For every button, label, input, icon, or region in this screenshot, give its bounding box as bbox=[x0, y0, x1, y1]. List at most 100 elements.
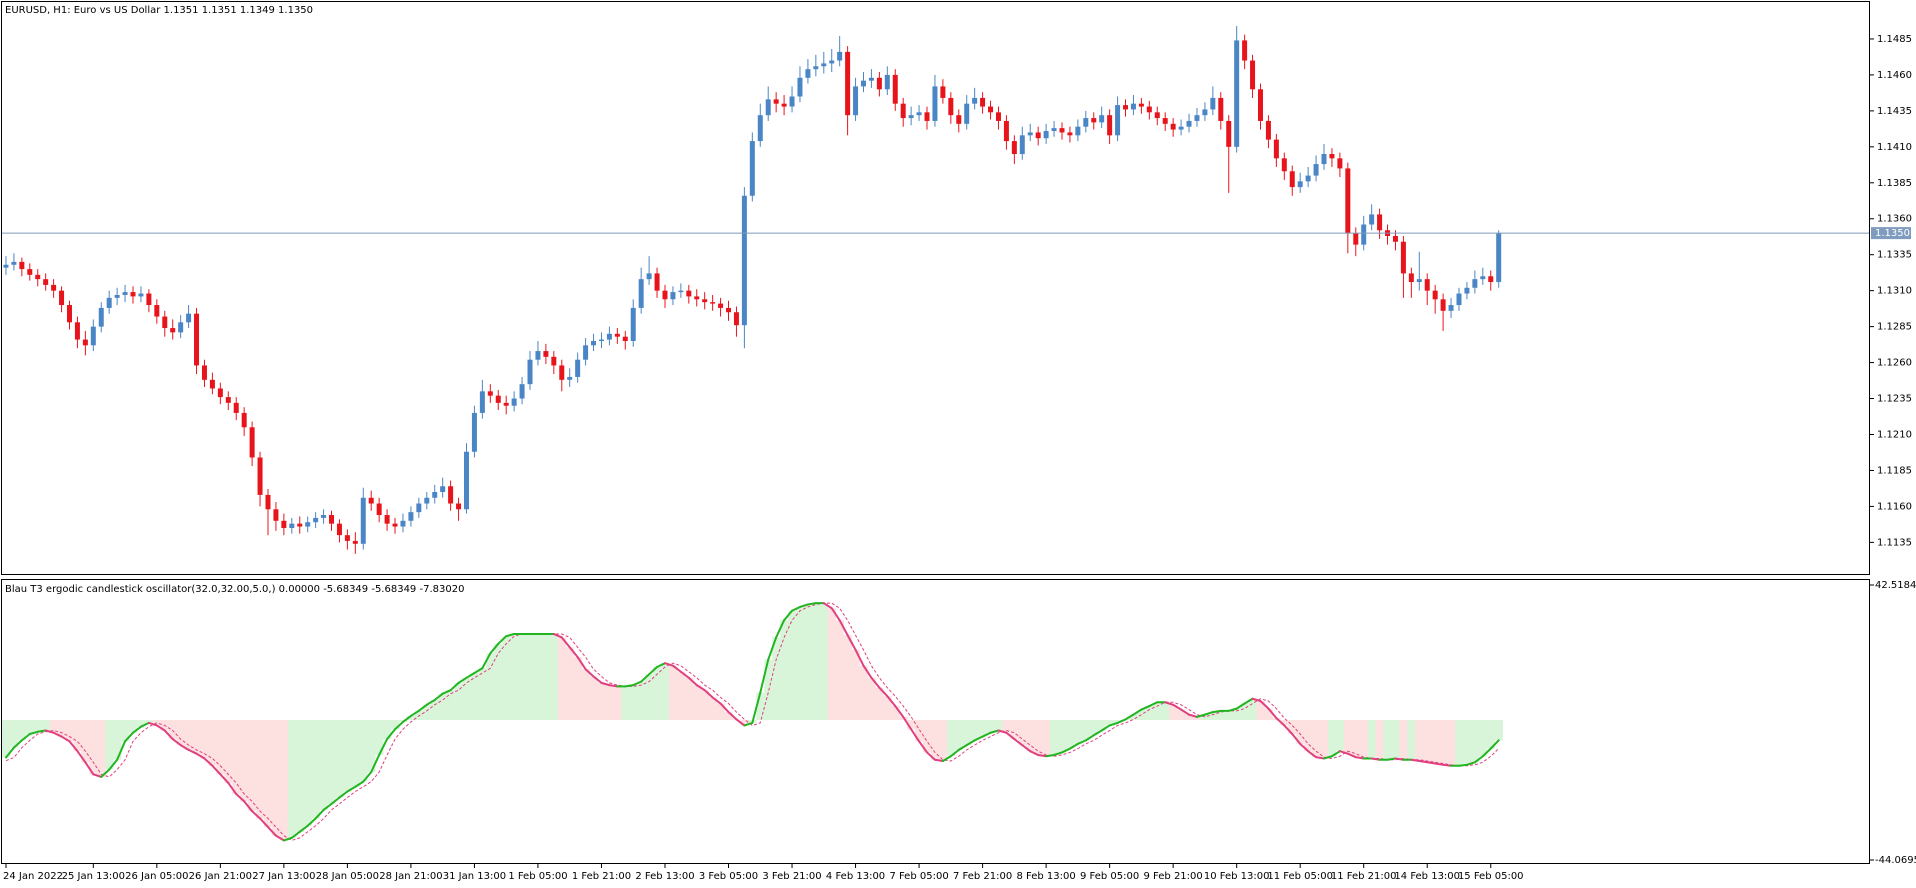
oscillator-fill-bar bbox=[1351, 720, 1361, 758]
candle-body bbox=[336, 523, 342, 536]
candle-body bbox=[1400, 241, 1406, 274]
main-line-segment bbox=[68, 740, 79, 753]
oscillator-fill-bar bbox=[1391, 720, 1400, 759]
oscillator-fill-bar bbox=[605, 685, 614, 721]
main-line-segment bbox=[1124, 713, 1135, 721]
candle-body bbox=[241, 412, 247, 428]
main-line-segment bbox=[1434, 762, 1445, 766]
main-line-segment bbox=[1283, 724, 1294, 736]
candle-body bbox=[479, 391, 485, 413]
oscillator-fill-bar bbox=[589, 676, 598, 721]
main-line-segment bbox=[259, 817, 269, 829]
candle-body bbox=[1297, 181, 1303, 188]
oscillator-fill-bar bbox=[264, 720, 273, 828]
oscillator-fill-bar bbox=[232, 720, 241, 795]
oscillator-fill-bar bbox=[1327, 720, 1337, 757]
oscillator-fill-bar bbox=[1224, 710, 1233, 721]
oscillator-fill-bar bbox=[1193, 716, 1202, 721]
main-line-segment bbox=[918, 740, 929, 754]
signal-line bbox=[5, 602, 1500, 841]
oscillator-fill-bar bbox=[1097, 720, 1106, 731]
oscillator-fill-bar bbox=[915, 720, 924, 742]
candle-body bbox=[606, 333, 612, 340]
candle-body bbox=[622, 336, 628, 341]
oscillator-fill-bar bbox=[740, 720, 749, 726]
candle-body bbox=[154, 305, 160, 317]
oscillator-fill-bar bbox=[1240, 703, 1249, 721]
candle-body bbox=[646, 273, 652, 280]
candle-body bbox=[487, 391, 493, 396]
oscillator-fill-bar bbox=[1447, 720, 1456, 766]
main-line-segment bbox=[409, 709, 420, 717]
candle-body bbox=[170, 328, 176, 333]
candle-body bbox=[1250, 60, 1256, 90]
oscillator-fill-bar bbox=[184, 720, 193, 750]
main-line-segment bbox=[1394, 757, 1405, 761]
oscillator-fill-bar bbox=[978, 720, 987, 737]
oscillator-fill-bar bbox=[303, 720, 312, 826]
oscillator-fill-bar bbox=[1208, 712, 1218, 721]
main-line-segment bbox=[266, 826, 277, 837]
candle-body bbox=[733, 312, 739, 326]
oscillator-fill-bar bbox=[970, 720, 979, 741]
y-tick-label: 1.1385 bbox=[1877, 178, 1912, 189]
oscillator-fill-bar bbox=[549, 633, 559, 721]
main-line-segment bbox=[1053, 751, 1063, 756]
candle-body bbox=[1051, 128, 1057, 132]
candle-body bbox=[368, 497, 374, 504]
main-line-segment bbox=[219, 773, 230, 784]
main-line-segment bbox=[1188, 713, 1198, 718]
candle-body bbox=[35, 274, 41, 280]
y-tick-label: 1.1485 bbox=[1877, 34, 1912, 45]
x-tick-label: 27 Jan 13:00 bbox=[252, 871, 315, 882]
candle-body bbox=[1130, 103, 1136, 110]
main-line-segment bbox=[20, 733, 31, 742]
main-line-segment bbox=[735, 718, 746, 727]
candle-body bbox=[408, 512, 414, 521]
main-line-segment bbox=[608, 684, 619, 688]
main-line-segment bbox=[830, 607, 841, 622]
main-line-segment bbox=[973, 735, 984, 742]
oscillator-fill-bar bbox=[1312, 720, 1321, 758]
oscillator-fill-bar bbox=[573, 657, 582, 721]
candle-body bbox=[535, 351, 541, 360]
oscillator-fill-bar bbox=[335, 720, 344, 798]
oscillator-fill-bar bbox=[1320, 720, 1329, 759]
main-line-segment bbox=[1235, 702, 1246, 710]
main-line-segment bbox=[171, 738, 182, 747]
oscillator-fill-bar bbox=[1367, 720, 1376, 759]
candle-body bbox=[400, 520, 406, 527]
oscillator-fill-bar bbox=[1288, 720, 1297, 735]
candle-body bbox=[114, 294, 120, 298]
candle-body bbox=[1408, 273, 1414, 283]
main-line-segment bbox=[1323, 755, 1333, 760]
candle-body bbox=[344, 535, 350, 541]
candle-body bbox=[249, 427, 255, 458]
main-line-segment bbox=[290, 830, 301, 839]
oscillator-fill-bar bbox=[438, 693, 447, 721]
oscillator-fill-bar bbox=[1113, 720, 1122, 723]
oscillator-fill-bar bbox=[1200, 714, 1210, 721]
candle-body bbox=[1194, 115, 1200, 121]
candle-body bbox=[1043, 131, 1049, 139]
candle-body bbox=[122, 292, 128, 295]
candle-body bbox=[1170, 123, 1176, 130]
candle-body bbox=[868, 77, 874, 81]
main-line-segment bbox=[274, 834, 285, 842]
candle-body bbox=[1456, 293, 1462, 306]
main-line-segment bbox=[370, 753, 381, 774]
candle-body bbox=[964, 103, 970, 124]
oscillator-fill-bar bbox=[9, 720, 19, 748]
candle-body bbox=[1234, 40, 1240, 147]
candle-body bbox=[932, 86, 938, 121]
candle-body bbox=[567, 376, 573, 380]
main-line-segment bbox=[362, 771, 373, 783]
x-tick-label: 26 Jan 21:00 bbox=[189, 871, 252, 882]
y-tick-label: 1.1460 bbox=[1877, 70, 1912, 81]
candle-body bbox=[43, 279, 49, 285]
main-line-segment bbox=[902, 715, 913, 731]
oscillator-fill-bar bbox=[383, 720, 392, 740]
candle-body bbox=[146, 293, 152, 306]
oscillator-fill-bar bbox=[494, 643, 503, 721]
candle-body bbox=[471, 412, 477, 452]
